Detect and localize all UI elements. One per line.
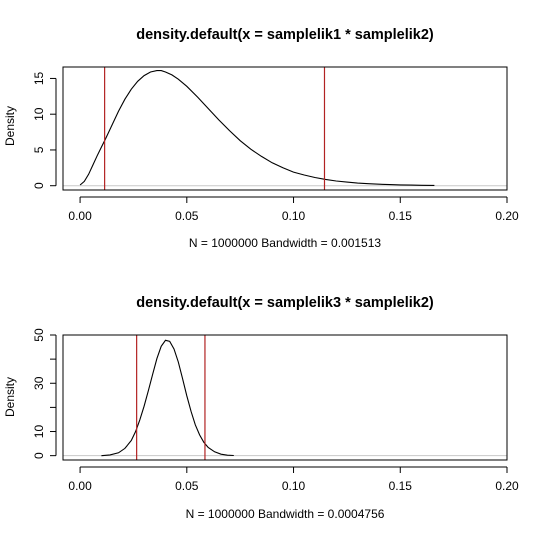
x-tick-label: 0.10 bbox=[282, 209, 306, 223]
y-axis-label: Density bbox=[3, 106, 17, 146]
x-tick-label: 0.00 bbox=[68, 209, 92, 223]
plot-frame bbox=[62, 66, 508, 191]
density-curve bbox=[79, 70, 435, 186]
x-tick-label: 0.20 bbox=[495, 479, 519, 493]
y-tick-label: 50 bbox=[32, 328, 46, 342]
y-axis-label: Density bbox=[3, 377, 17, 417]
y-tick-label: 30 bbox=[32, 376, 46, 390]
x-tick-label: 0.15 bbox=[389, 479, 413, 493]
density-panel-top: density.default(x = samplelik1 * samplel… bbox=[3, 27, 519, 250]
x-tick-label: 0.15 bbox=[389, 209, 413, 223]
plot-frame bbox=[62, 334, 508, 461]
x-axis-label: N = 1000000 Bandwidth = 0.001513 bbox=[189, 236, 381, 250]
x-tick-label: 0.05 bbox=[175, 209, 199, 223]
chart-title: density.default(x = samplelik3 * samplel… bbox=[136, 295, 434, 311]
y-tick-label: 0 bbox=[32, 452, 46, 459]
x-tick-label: 0.00 bbox=[68, 479, 92, 493]
chart-title: density.default(x = samplelik1 * samplel… bbox=[136, 27, 434, 43]
density-curve bbox=[101, 339, 234, 457]
y-tick-label: 10 bbox=[32, 107, 46, 121]
x-tick-label: 0.20 bbox=[495, 209, 519, 223]
x-axis-label: N = 1000000 Bandwidth = 0.0004756 bbox=[186, 507, 385, 521]
y-tick-label: 10 bbox=[32, 425, 46, 439]
x-tick-label: 0.10 bbox=[282, 479, 306, 493]
density-panel-bottom: density.default(x = samplelik3 * samplel… bbox=[3, 295, 519, 521]
y-tick-label: 5 bbox=[32, 146, 46, 153]
y-tick-label: 15 bbox=[32, 71, 46, 85]
x-tick-label: 0.05 bbox=[175, 479, 199, 493]
y-tick-label: 0 bbox=[32, 182, 46, 189]
